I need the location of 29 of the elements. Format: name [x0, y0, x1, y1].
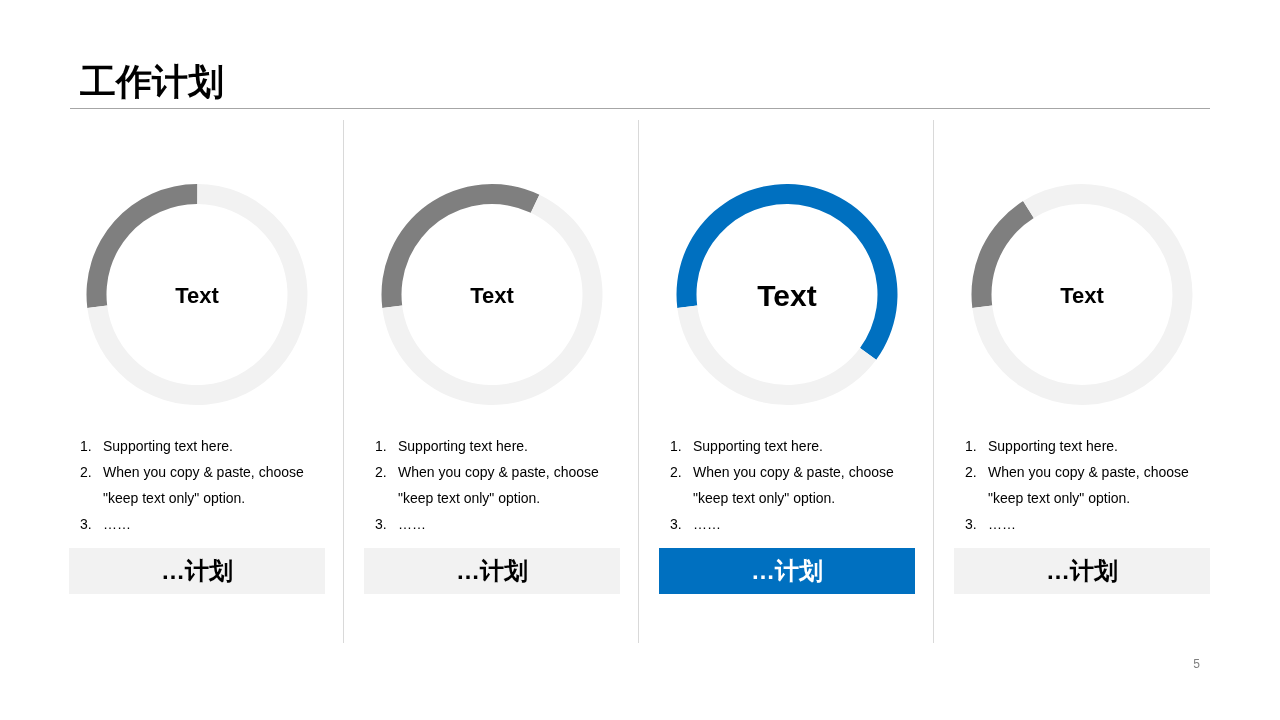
text: 2. When you copy & paste, choose "keep text only" option.	[375, 463, 599, 506]
text: 1. Supporting text here.	[80, 437, 233, 456]
text: 2. When you copy & paste, choose "keep text only" option.	[80, 463, 304, 506]
text: 1. Supporting text here.	[965, 437, 1118, 456]
donut-slice	[382, 194, 603, 405]
text: 3. ……	[80, 515, 131, 534]
text: …计划	[954, 548, 1210, 594]
text: 3. ……	[965, 515, 1016, 534]
donut-slice	[676, 184, 898, 360]
text: 3. ……	[670, 515, 721, 534]
text: 工作计划	[80, 61, 224, 102]
text: …计划	[659, 548, 915, 594]
donut-slice	[381, 184, 540, 308]
donut-slice	[87, 184, 308, 405]
text: Text	[175, 282, 219, 309]
text: 1. Supporting text here.	[375, 437, 528, 456]
text: Text	[1060, 282, 1104, 309]
text: Text	[470, 282, 514, 309]
text: 3. ……	[375, 515, 426, 534]
donut-slice	[972, 184, 1193, 405]
text: 1. Supporting text here.	[670, 437, 823, 456]
text: …计划	[364, 548, 620, 594]
donut-slice	[677, 305, 877, 405]
text: 2. When you copy & paste, choose "keep text only" option.	[965, 463, 1189, 506]
text: 2. When you copy & paste, choose "keep text only" option.	[670, 463, 894, 506]
text: 5	[1193, 657, 1200, 671]
text: Text	[757, 278, 817, 313]
donut-slice	[971, 201, 1034, 308]
text: …计划	[69, 548, 325, 594]
